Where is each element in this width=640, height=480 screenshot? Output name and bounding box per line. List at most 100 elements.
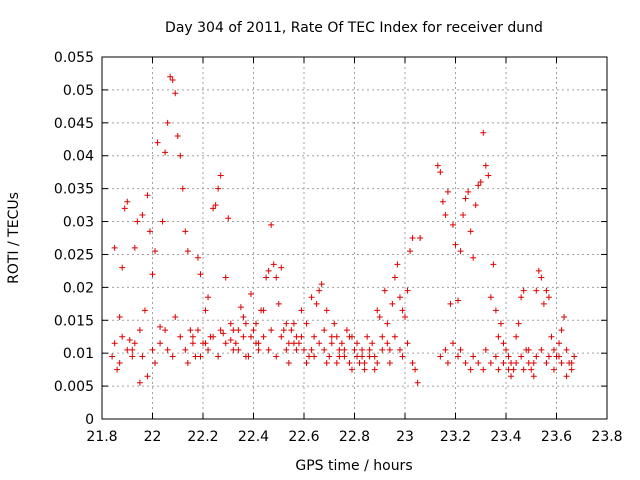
- data-point: [235, 346, 242, 353]
- data-point: [164, 346, 171, 353]
- data-point: [126, 337, 133, 344]
- data-point: [533, 353, 540, 360]
- data-point: [336, 353, 343, 360]
- data-point: [455, 297, 462, 304]
- data-point: [404, 340, 411, 347]
- data-point: [399, 353, 406, 360]
- data-point: [285, 340, 292, 347]
- data-point: [480, 129, 487, 136]
- data-point: [283, 346, 290, 353]
- data-point: [487, 294, 494, 301]
- grid-lines: [102, 57, 607, 419]
- x-tick-label: 22: [144, 429, 162, 445]
- data-point: [371, 366, 378, 373]
- data-point: [548, 333, 555, 340]
- data-point: [144, 373, 151, 380]
- data-point: [313, 300, 320, 307]
- data-point: [172, 313, 179, 320]
- data-point: [136, 327, 143, 334]
- x-tick-label: 22.6: [288, 429, 319, 445]
- data-point: [510, 366, 517, 373]
- data-point: [394, 261, 401, 268]
- data-point: [505, 366, 512, 373]
- data-point: [399, 307, 406, 314]
- data-point: [336, 346, 343, 353]
- data-point: [182, 346, 189, 353]
- data-point: [533, 287, 540, 294]
- data-point: [503, 346, 509, 353]
- x-tick-label: 22.4: [238, 429, 269, 445]
- data-point: [253, 320, 260, 327]
- data-point: [543, 360, 550, 367]
- data-point: [437, 169, 444, 176]
- data-point: [485, 172, 492, 179]
- chart-title: Day 304 of 2011, Rate Of TEC Index for r…: [165, 20, 543, 36]
- data-point: [131, 340, 138, 347]
- data-point: [472, 202, 479, 209]
- data-point: [508, 360, 515, 367]
- data-point: [149, 271, 156, 278]
- data-point: [452, 241, 459, 248]
- data-point: [409, 235, 416, 241]
- data-point: [550, 346, 557, 353]
- data-point: [202, 340, 209, 347]
- data-point: [290, 340, 297, 347]
- data-point: [396, 346, 403, 353]
- data-point: [159, 218, 166, 225]
- data-point: [366, 353, 373, 360]
- data-point: [402, 313, 408, 320]
- y-tick-label: 0.045: [54, 116, 94, 132]
- data-point: [116, 313, 123, 320]
- data-point: [540, 300, 547, 307]
- data-point: [217, 327, 224, 334]
- data-point: [351, 346, 358, 353]
- data-point: [124, 198, 131, 205]
- data-point: [467, 366, 474, 373]
- data-point: [371, 353, 378, 360]
- data-point: [230, 346, 237, 353]
- data-point: [212, 202, 219, 209]
- data-point: [303, 360, 310, 367]
- data-point: [444, 360, 451, 367]
- data-point: [500, 340, 507, 347]
- data-point: [172, 90, 179, 97]
- y-tick-labels: 0 0.005 0.01 0.015 0.02 0.025 0.03 0.035 0.04 0.0…: [54, 50, 94, 428]
- data-point: [227, 337, 234, 344]
- data-point: [311, 333, 318, 340]
- y-tick-label: 0.035: [54, 182, 94, 198]
- data-point: [255, 346, 262, 353]
- data-point: [197, 353, 204, 360]
- data-point: [184, 248, 191, 255]
- data-point: [417, 235, 424, 241]
- data-point: [482, 346, 489, 353]
- data-point: [563, 346, 570, 353]
- data-point: [354, 353, 361, 360]
- data-point: [268, 327, 275, 334]
- data-point: [298, 333, 305, 340]
- data-point: [480, 366, 487, 373]
- data-point: [346, 360, 353, 367]
- data-point: [495, 333, 502, 340]
- data-point: [528, 366, 535, 373]
- x-tick-label: 21.8: [86, 429, 117, 445]
- data-point: [197, 271, 204, 278]
- data-point: [184, 360, 191, 367]
- data-point: [111, 340, 118, 347]
- data-point: [295, 340, 302, 347]
- data-point: [293, 346, 300, 353]
- data-point: [404, 287, 411, 294]
- data-point: [323, 307, 330, 314]
- data-point: [222, 274, 229, 281]
- data-point: [439, 198, 446, 205]
- data-point: [189, 340, 196, 347]
- data-point: [177, 333, 184, 340]
- data-point: [222, 340, 229, 347]
- data-point: [470, 254, 477, 261]
- data-point: [508, 373, 515, 380]
- data-point: [255, 340, 262, 347]
- data-point: [348, 366, 355, 373]
- data-point: [278, 333, 285, 340]
- data-point: [169, 77, 176, 84]
- data-point: [487, 360, 494, 367]
